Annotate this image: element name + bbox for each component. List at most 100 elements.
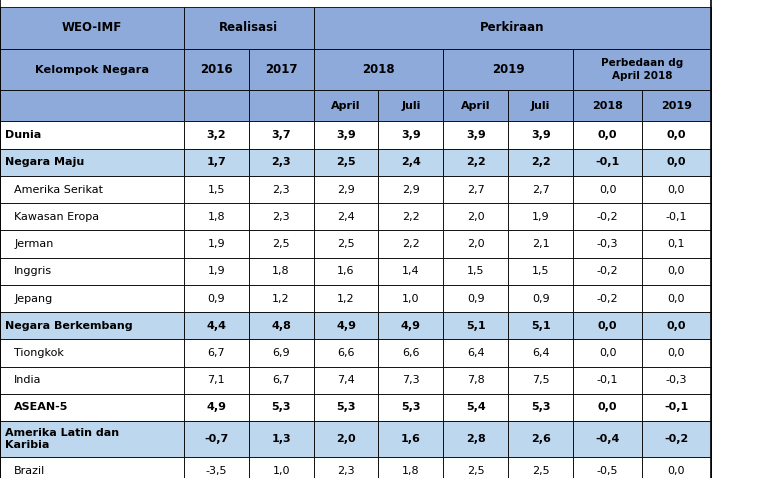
Bar	[184, 203, 249, 230]
Bar	[443, 258, 508, 285]
Bar	[508, 230, 573, 258]
Bar	[642, 421, 711, 457]
Bar	[249, 49, 314, 90]
Bar	[573, 339, 642, 367]
Text: 3,7: 3,7	[271, 130, 291, 140]
Bar	[378, 121, 443, 149]
Text: 4,4: 4,4	[206, 321, 226, 331]
Text: -3,5: -3,5	[206, 466, 227, 476]
Text: -0,1: -0,1	[595, 157, 620, 167]
Text: 2,3: 2,3	[272, 185, 290, 195]
Bar	[573, 394, 642, 421]
Text: Tiongkok: Tiongkok	[14, 348, 64, 358]
Bar	[184, 339, 249, 367]
Bar	[443, 90, 508, 121]
Bar	[314, 339, 378, 367]
Text: 0,0: 0,0	[668, 185, 685, 195]
Bar	[0, 176, 184, 203]
Text: 6,6: 6,6	[337, 348, 355, 358]
Text: Kelompok Negara: Kelompok Negara	[35, 65, 149, 75]
Bar	[642, 339, 711, 367]
Text: 2019: 2019	[661, 101, 692, 111]
Text: 2,2: 2,2	[531, 157, 551, 167]
Bar	[573, 258, 642, 285]
Bar	[314, 149, 378, 176]
Text: 5,3: 5,3	[401, 402, 421, 413]
Bar	[443, 121, 508, 149]
Bar	[314, 7, 711, 49]
Bar	[249, 312, 314, 339]
Text: 1,8: 1,8	[402, 466, 420, 476]
Text: 3,9: 3,9	[336, 130, 356, 140]
Bar	[642, 258, 711, 285]
Bar	[378, 203, 443, 230]
Bar	[249, 285, 314, 312]
Text: 1,2: 1,2	[337, 293, 355, 304]
Text: 2,5: 2,5	[272, 239, 290, 249]
Text: 4,9: 4,9	[336, 321, 356, 331]
Text: 2,5: 2,5	[337, 239, 355, 249]
Text: India: India	[14, 375, 41, 385]
Text: 7,3: 7,3	[402, 375, 420, 385]
Bar	[642, 285, 711, 312]
Bar	[443, 176, 508, 203]
Text: 5,4: 5,4	[466, 402, 486, 413]
Text: ASEAN-5: ASEAN-5	[14, 402, 69, 413]
Text: April: April	[461, 101, 490, 111]
Text: 1,9: 1,9	[207, 239, 225, 249]
Text: Perbedaan dg
April 2018: Perbedaan dg April 2018	[601, 58, 683, 81]
Text: 1,6: 1,6	[401, 434, 421, 444]
Text: 2,0: 2,0	[467, 212, 485, 222]
Bar	[443, 339, 508, 367]
Bar	[249, 457, 314, 478]
Bar	[573, 149, 642, 176]
Text: 0,0: 0,0	[668, 266, 685, 276]
Text: 0,0: 0,0	[599, 185, 616, 195]
Bar	[249, 258, 314, 285]
Text: 0,0: 0,0	[599, 348, 616, 358]
Text: 6,6: 6,6	[402, 348, 420, 358]
Bar	[573, 421, 642, 457]
Text: 2017: 2017	[265, 63, 297, 76]
Text: 0,9: 0,9	[207, 293, 225, 304]
Bar	[0, 457, 184, 478]
Bar	[573, 312, 642, 339]
Text: 4,9: 4,9	[401, 321, 421, 331]
Text: 2,1: 2,1	[532, 239, 550, 249]
Bar	[508, 176, 573, 203]
Text: 5,3: 5,3	[531, 402, 551, 413]
Bar	[184, 49, 249, 90]
Bar	[642, 367, 711, 394]
Text: 2,7: 2,7	[532, 185, 550, 195]
Bar	[378, 367, 443, 394]
Bar	[443, 457, 508, 478]
Text: 1,0: 1,0	[402, 293, 420, 304]
Bar	[378, 90, 443, 121]
Text: 2,5: 2,5	[336, 157, 356, 167]
Text: Negara Maju: Negara Maju	[5, 157, 84, 167]
Bar	[249, 90, 314, 121]
Bar	[249, 203, 314, 230]
Text: 0,0: 0,0	[668, 466, 685, 476]
Text: 0,1: 0,1	[668, 239, 685, 249]
Text: 2,0: 2,0	[467, 239, 485, 249]
Text: Perkiraan: Perkiraan	[480, 22, 544, 34]
Bar	[314, 203, 378, 230]
Bar	[314, 230, 378, 258]
Text: -0,2: -0,2	[664, 434, 689, 444]
Text: 0,0: 0,0	[668, 348, 685, 358]
Text: 2,8: 2,8	[466, 434, 486, 444]
Bar	[642, 176, 711, 203]
Text: 6,7: 6,7	[207, 348, 225, 358]
Text: 6,7: 6,7	[272, 375, 290, 385]
Bar	[573, 230, 642, 258]
Text: 1,9: 1,9	[207, 266, 225, 276]
Text: 7,1: 7,1	[207, 375, 225, 385]
Text: 1,8: 1,8	[207, 212, 225, 222]
Text: -0,2: -0,2	[597, 266, 619, 276]
Bar	[378, 285, 443, 312]
Text: 7,4: 7,4	[337, 375, 355, 385]
Text: 2,4: 2,4	[401, 157, 421, 167]
Text: 2018: 2018	[362, 63, 395, 76]
Text: Dunia: Dunia	[5, 130, 41, 140]
